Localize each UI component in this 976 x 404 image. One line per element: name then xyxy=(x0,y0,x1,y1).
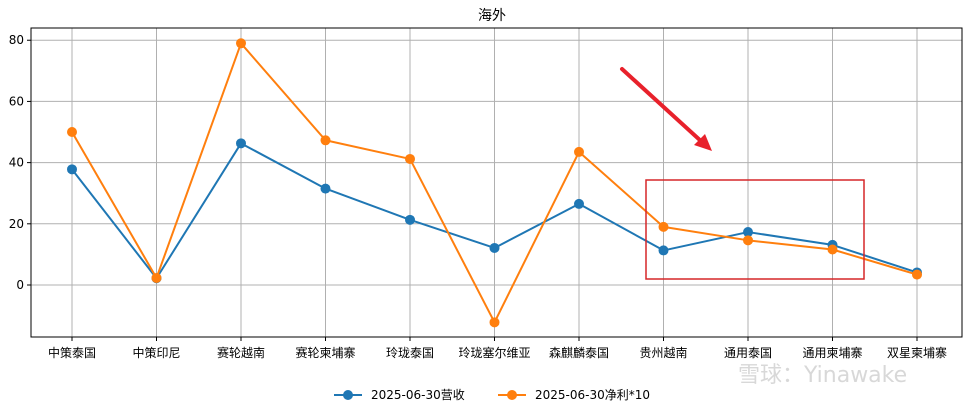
data-point xyxy=(489,317,500,328)
legend-label-profit: 2025-06-30净利*10 xyxy=(535,388,650,402)
annotation-arrow-shaft xyxy=(620,67,704,144)
annotation-highlight-box xyxy=(645,179,865,280)
series-group xyxy=(67,38,922,328)
legend: 2025-06-30营收 2025-06-30净利*10 xyxy=(334,388,650,402)
data-point xyxy=(236,138,246,149)
data-point xyxy=(574,146,584,157)
data-point xyxy=(743,227,753,238)
x-tick-label: 中策泰国 xyxy=(48,345,96,360)
y-tick-label: 0 xyxy=(16,278,24,292)
x-tick-label: 双星柬埔寨 xyxy=(887,345,947,360)
y-tick-label: 60 xyxy=(9,94,24,108)
x-tick-label: 赛轮柬埔寨 xyxy=(295,345,355,360)
data-point xyxy=(320,183,331,194)
data-point xyxy=(658,221,669,232)
x-tick-label: 通用柬埔寨 xyxy=(802,345,862,360)
x-tick-label: 森麒麟泰国 xyxy=(549,345,609,360)
data-point xyxy=(658,245,669,256)
annotation-arrow-head xyxy=(694,134,712,151)
x-tick-label: 赛轮越南 xyxy=(217,345,265,360)
data-point xyxy=(236,38,246,49)
data-point xyxy=(320,135,331,146)
x-tick-label: 玲珑泰国 xyxy=(386,346,434,360)
data-point xyxy=(67,127,77,138)
legend-marker-profit xyxy=(507,390,517,400)
annotations xyxy=(620,67,865,280)
watermark: 雪球：Yinawake xyxy=(738,363,907,388)
y-tick-label: 80 xyxy=(9,33,24,47)
y-axis: 0 20 40 60 80 xyxy=(9,33,31,292)
data-point xyxy=(489,242,500,253)
data-point xyxy=(574,198,584,209)
data-point xyxy=(67,164,77,175)
plot-frame xyxy=(30,27,963,338)
x-tick-label: 中策印尼 xyxy=(132,345,180,360)
data-point xyxy=(151,272,162,283)
grid-lines xyxy=(31,28,962,337)
x-tick-label: 通用泰国 xyxy=(724,346,772,360)
y-tick-label: 40 xyxy=(9,156,24,170)
data-point xyxy=(405,153,415,164)
data-point xyxy=(743,235,753,246)
data-point xyxy=(405,214,415,225)
x-axis: 中策泰国 中策印尼 赛轮越南 赛轮柬埔寨 玲珑泰国 玲珑塞尔维亚 森麒麟泰国 贵州越南 通用泰国… xyxy=(48,337,947,360)
chart-title: 海外 xyxy=(478,8,506,24)
legend-label-revenue: 2025-06-30营收 xyxy=(371,388,465,402)
y-tick-label: 20 xyxy=(9,217,24,231)
data-point xyxy=(827,244,838,255)
data-point xyxy=(912,269,922,280)
x-tick-label: 贵州越南 xyxy=(639,345,687,360)
x-tick-label: 玲珑塞尔维亚 xyxy=(458,345,530,360)
legend-marker-revenue xyxy=(343,390,353,400)
